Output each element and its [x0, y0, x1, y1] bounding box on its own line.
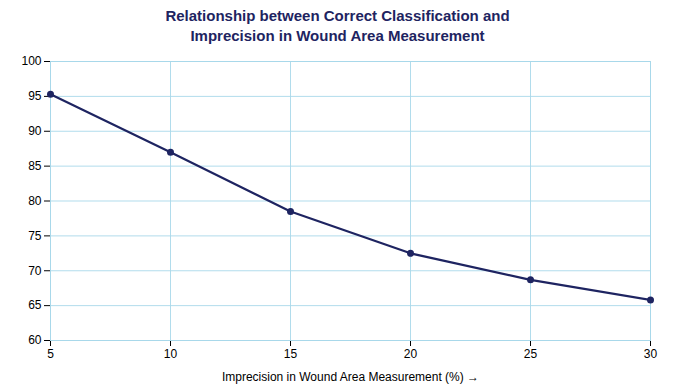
- svg-text:20: 20: [404, 347, 418, 361]
- svg-text:80: 80: [28, 193, 42, 207]
- svg-text:30: 30: [644, 347, 658, 361]
- svg-text:85: 85: [28, 158, 42, 172]
- svg-text:60: 60: [28, 333, 42, 347]
- svg-text:90: 90: [28, 124, 42, 138]
- svg-text:95: 95: [28, 89, 42, 103]
- svg-text:70: 70: [28, 263, 42, 277]
- svg-text:100: 100: [21, 54, 41, 68]
- svg-text:75: 75: [28, 228, 42, 242]
- html-text:Relationship between Correct C: Relationship between Correct Classificat…: [165, 7, 510, 45]
- svg-text:Imprecision in Wound Area Meas: Imprecision in Wound Area Measurement (%…: [222, 369, 479, 383]
- svg-text:5: 5: [47, 347, 54, 361]
- svg-text:15: 15: [284, 347, 298, 361]
- svg-text:25: 25: [524, 347, 538, 361]
- svg-text:10: 10: [164, 347, 178, 361]
- svg-text:65: 65: [28, 298, 42, 312]
